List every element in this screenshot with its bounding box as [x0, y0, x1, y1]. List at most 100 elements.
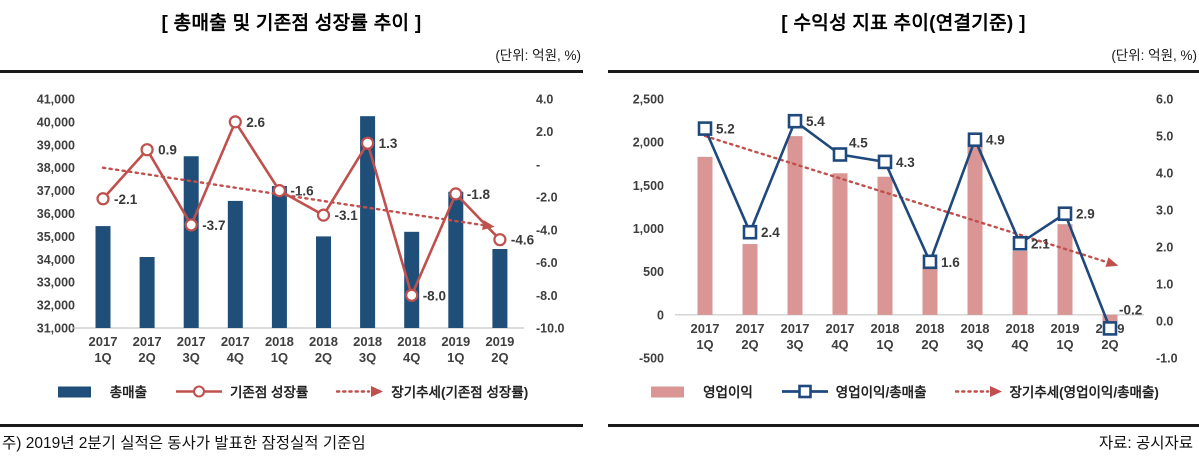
chart-legend: 총매출 기존점 성장률 장기추세(기존점 성장률) — [0, 380, 583, 402]
x-axis-label-year: 2017 — [736, 321, 765, 336]
data-label: 2.6 — [246, 115, 265, 130]
line-marker — [493, 233, 507, 247]
x-axis-label-quarter: 3Q — [966, 337, 983, 352]
swatch-marker — [192, 384, 206, 398]
right-axis-tick-label: 0.0 — [1156, 315, 1173, 329]
line-marker — [272, 183, 286, 198]
line-marker — [787, 113, 803, 129]
x-axis-label-quarter: 2Q — [921, 337, 938, 352]
x-axis-label-quarter: 2Q — [315, 350, 332, 365]
x-axis-label-quarter: 4Q — [831, 337, 848, 352]
top-divider — [0, 70, 583, 73]
right-axis-tick-label: 4.0 — [1156, 167, 1173, 181]
bar — [404, 231, 420, 328]
profitability-chart-panel: [ 수익성 지표 추이(연결기준) ] (단위: 억원, %) 2,500 2,0… — [608, 0, 1199, 427]
bar-swatch — [57, 386, 91, 397]
left-axis-tick-label: 36,000 — [37, 207, 75, 221]
legend-item: 영업이익/총매출 — [781, 381, 927, 401]
data-label: 2.4 — [761, 225, 780, 240]
swatch-arrowhead — [989, 385, 1002, 397]
line-marker — [184, 218, 198, 232]
unit-label: (단위: 억원, %) — [495, 48, 581, 63]
bar-swatch-icon — [57, 386, 91, 397]
right-axis-tick-label: 2.0 — [1156, 241, 1173, 255]
x-axis-label-quarter: 1Q — [94, 350, 111, 365]
chart-legend: 영업이익 영업이익/총매출 장기추세(영업이익/총매출) — [608, 380, 1199, 402]
bar — [95, 226, 111, 328]
data-label: 4.3 — [896, 155, 915, 170]
x-axis-label-year: 2017 — [221, 334, 250, 349]
left-axis-tick-label: 32,000 — [37, 299, 75, 313]
data-label: 5.4 — [806, 114, 825, 129]
x-axis-label-year: 2018 — [916, 321, 945, 336]
right-axis-tick-label: 5.0 — [1156, 130, 1173, 144]
x-axis-label-quarter: 1Q — [876, 337, 893, 352]
swatch-marker — [797, 384, 812, 398]
x-axis-label-quarter: 3Q — [359, 350, 376, 365]
legend-label: 영업이익/총매출 — [835, 385, 927, 400]
bar — [697, 156, 713, 315]
dotted-arrow-swatch-icon — [954, 385, 1002, 397]
trend-line — [101, 166, 484, 227]
source-label: 자료: 공시자료 — [1098, 435, 1193, 452]
line-marker — [361, 136, 375, 150]
data-label: -8.0 — [423, 288, 446, 303]
left-axis-tick-label: 38,000 — [37, 161, 75, 175]
right-axis-tick-label: 4.0 — [536, 93, 553, 107]
data-label: -2.1 — [114, 192, 138, 207]
line-marker — [1012, 236, 1028, 251]
trend-line — [703, 134, 1108, 264]
x-axis-label-quarter: 2Q — [741, 337, 758, 352]
line-marker — [140, 143, 154, 157]
right-axis-tick-label: -10.0 — [536, 322, 565, 336]
left-axis-tick-label: 33,000 — [37, 276, 75, 290]
top-divider — [608, 70, 1199, 73]
data-label: 4.5 — [849, 136, 868, 151]
bottom-divider — [0, 424, 583, 427]
data-label: -1.6 — [290, 184, 314, 199]
left-axis-tick-label: 37,000 — [37, 184, 75, 198]
legend-item: 영업이익 — [648, 381, 753, 401]
left-axis-tick-label: 41,000 — [37, 93, 75, 107]
bar — [787, 136, 803, 315]
trend-arrowhead-icon — [1105, 257, 1119, 267]
x-axis-label-year: 2017 — [691, 321, 720, 336]
left-axis-tick-label: 1,500 — [633, 179, 664, 193]
left-axis-tick-label: -500 — [639, 352, 664, 366]
x-axis-label-year: 2017 — [133, 334, 162, 349]
bar-swatch-icon — [651, 386, 685, 397]
x-axis-label-quarter: 1Q — [271, 350, 288, 365]
bar-swatch — [651, 386, 685, 397]
left-axis-tick-label: 2,500 — [633, 93, 664, 107]
data-label: 1.3 — [379, 136, 398, 151]
series-line — [703, 119, 1112, 329]
bar — [1012, 250, 1028, 315]
right-axis-tick-label: -4.0 — [536, 223, 558, 237]
x-axis-label-year: 2017 — [826, 321, 855, 336]
bar — [360, 116, 376, 328]
bar — [742, 244, 758, 315]
bar — [492, 248, 508, 328]
legend-item: 장기추세(기존점 성장률) — [336, 381, 528, 401]
line-marker — [316, 208, 331, 222]
left-axis-tick-label: 2,000 — [633, 136, 664, 150]
x-axis-label-year: 2018 — [309, 334, 338, 349]
x-axis-label-year: 2017 — [177, 334, 206, 349]
bar — [922, 267, 938, 315]
data-label: 0.9 — [158, 143, 177, 158]
data-label: -0.2 — [1119, 302, 1142, 317]
x-axis-label-quarter: 2Q — [1101, 337, 1118, 352]
x-axis-label-quarter: 2Q — [138, 350, 155, 365]
x-axis-label-year: 2019 — [485, 334, 514, 349]
right-axis-tick-label: - — [536, 158, 540, 172]
line-marker — [228, 115, 242, 129]
left-axis-tick-label: 1,000 — [633, 222, 664, 236]
bar — [1057, 224, 1073, 315]
x-axis-label-year: 2017 — [89, 334, 118, 349]
right-axis-tick-label: 1.0 — [1156, 278, 1173, 292]
bottom-divider — [608, 424, 1199, 427]
bar — [967, 140, 983, 315]
right-axis-tick-label: -6.0 — [536, 256, 558, 270]
left-axis-tick-label: 34,000 — [37, 253, 75, 267]
